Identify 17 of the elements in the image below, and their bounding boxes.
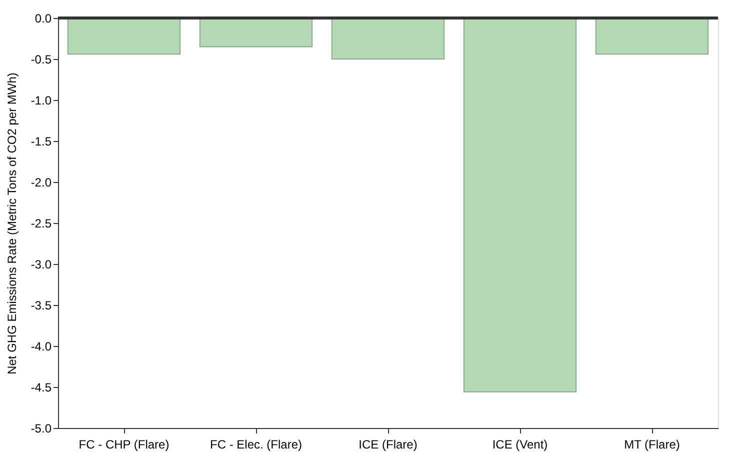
x-tick-label: MT (Flare) bbox=[624, 438, 680, 452]
y-tick-label: -1.5 bbox=[30, 134, 52, 148]
y-tick-label: -5.0 bbox=[30, 422, 52, 436]
y-tick-label: -3.5 bbox=[30, 298, 52, 312]
y-tick-label: -2.0 bbox=[30, 176, 52, 190]
y-axis-title: Net GHG Emissions Rate (Metric Tons of CO2 per MWh) bbox=[4, 72, 19, 374]
y-tick-label: -3.0 bbox=[30, 258, 52, 272]
y-tick-label: 0.0 bbox=[34, 12, 52, 26]
y-tick-label: -1.0 bbox=[30, 94, 52, 108]
y-tick-label: -0.5 bbox=[30, 52, 52, 66]
y-tick-label: -2.5 bbox=[30, 216, 52, 230]
x-tick-label: FC - Elec. (Flare) bbox=[210, 438, 302, 452]
y-tick-label: -4.0 bbox=[30, 340, 52, 354]
x-tick-label: FC - CHP (Flare) bbox=[78, 438, 170, 452]
x-tick-label: ICE (Flare) bbox=[358, 438, 418, 452]
x-tick-label: ICE (Vent) bbox=[492, 438, 548, 452]
y-tick-label: -4.5 bbox=[30, 380, 52, 394]
